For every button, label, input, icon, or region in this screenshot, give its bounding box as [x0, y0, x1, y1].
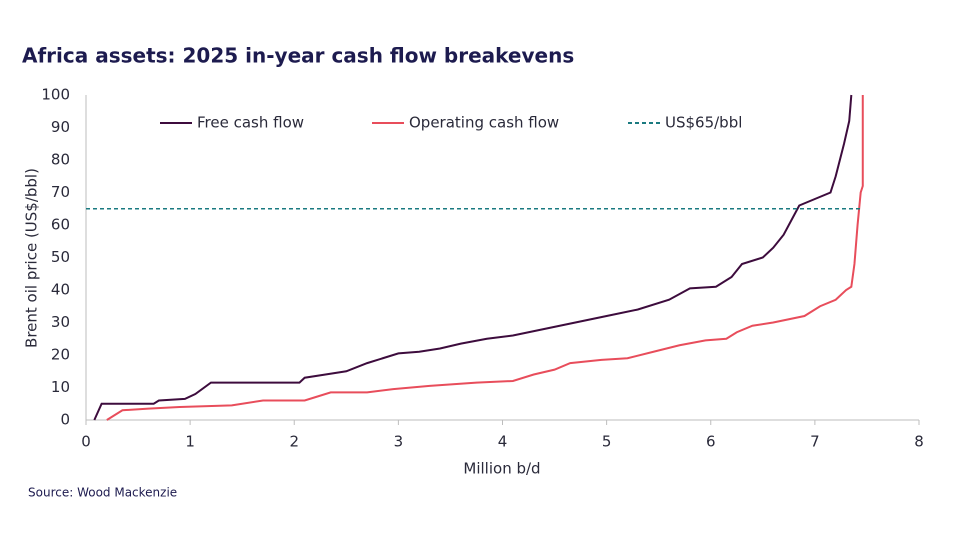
y-tick-label: 100	[41, 86, 70, 104]
source: Source: Wood Mackenzie	[28, 486, 177, 500]
x-axis-label: Million b/d	[463, 460, 540, 478]
x-tick-label: 4	[498, 433, 508, 451]
y-tick-label: 70	[51, 183, 70, 201]
chart-title: Africa assets: 2025 in-year cash flow br…	[22, 44, 574, 68]
y-tick-label: 80	[51, 151, 70, 169]
y-tick-label: 50	[51, 248, 70, 266]
y-tick-label: 40	[51, 281, 70, 299]
x-tick-label: 5	[602, 433, 612, 451]
x-tick-label: 8	[914, 433, 924, 451]
series-line	[106, 95, 864, 421]
series-line	[93, 94, 853, 421]
x-tick-label: 3	[394, 433, 404, 451]
legend-label: US$65/bbl	[665, 114, 742, 132]
y-tick-label: 20	[51, 346, 70, 364]
y-tick-label: 0	[60, 411, 70, 429]
legend-label: Free cash flow	[197, 114, 304, 132]
legend-label: Operating cash flow	[409, 114, 559, 132]
y-axis-label: Brent oil price (US$/bbl)	[23, 168, 41, 348]
x-tick-label: 2	[289, 433, 299, 451]
x-tick-label: 0	[81, 433, 91, 451]
x-tick-label: 6	[706, 433, 716, 451]
x-tick-label: 1	[185, 433, 195, 451]
y-tick-label: 30	[51, 313, 70, 331]
y-tick-label: 90	[51, 118, 70, 136]
y-tick-label: 10	[51, 378, 70, 396]
y-tick-label: 60	[51, 216, 70, 234]
x-tick-label: 7	[810, 433, 820, 451]
